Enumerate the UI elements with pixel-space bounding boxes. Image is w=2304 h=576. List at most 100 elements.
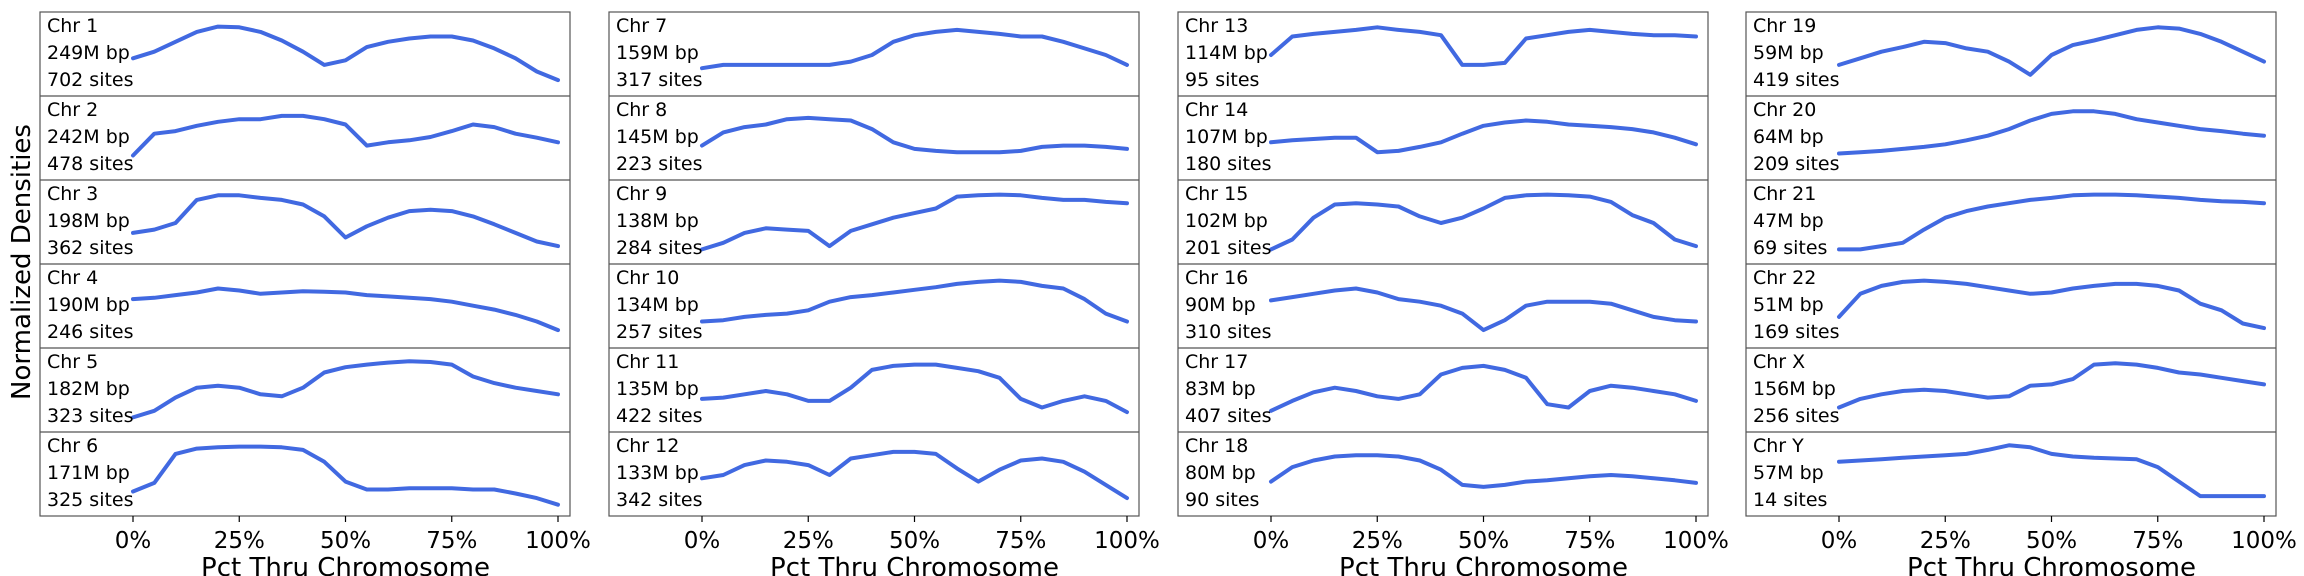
chromosome-name: Chr 9 [616,183,667,205]
site-count: 478 sites [47,153,134,175]
chromosome-name: Chr 8 [616,99,667,121]
density-curve [1269,192,1698,252]
site-count: 95 sites [1185,69,1259,91]
site-count: 69 sites [1753,237,1827,259]
density-curve [1269,118,1698,155]
chromosome-panel: Chr Y 57M bp 14 sites [1753,435,2266,511]
density-curve [1837,109,2266,156]
chromosome-size: 64M bp [1753,126,1824,148]
chromosome-panel: Chr 15 102M bp 201 sites [1185,183,1698,259]
site-count: 323 sites [47,405,134,427]
chromosome-size: 134M bp [616,294,699,316]
site-count: 209 sites [1753,153,1840,175]
chromosome-size: 83M bp [1185,378,1256,400]
x-tick-label: 25% [1352,528,1403,554]
chromosome-panel: Chr 4 190M bp 246 sites [47,267,560,343]
x-axis-label: Pct Thru Chromosome [1907,553,2196,576]
chromosome-size: 138M bp [616,210,699,232]
density-curve [131,286,560,333]
chromosome-size: 47M bp [1753,210,1824,232]
chromosome-name: Chr 21 [1753,183,1816,205]
chromosome-panel: Chr 20 64M bp 209 sites [1753,99,2266,175]
chromosome-size: 249M bp [47,42,130,64]
chromosome-panel: Chr 2 242M bp 478 sites [47,99,560,175]
x-axis-label: Pct Thru Chromosome [770,553,1059,576]
x-tick-label: 50% [889,528,940,554]
chromosome-name: Chr 12 [616,435,679,457]
chromosome-panel: Chr 11 135M bp 422 sites [616,351,1129,427]
chromosome-panel: Chr 1 249M bp 702 sites [47,15,560,91]
chromosome-size: 171M bp [47,462,130,484]
panel-column: 0% 25% 50% 75% 100% Pct Thru Chromosome Chr 1 2… [39,11,591,576]
density-curve [131,24,560,83]
x-tick-label: 50% [320,528,371,554]
site-count: 14 sites [1753,489,1827,511]
chromosome-panel: Chr 3 198M bp 362 sites [47,183,560,259]
density-curve [700,278,1129,324]
chromosome-name: Chr 13 [1185,15,1248,37]
chromosome-name: Chr 18 [1185,435,1248,457]
panel-column: 0% 25% 50% 75% 100% Pct Thru Chromosome Chr 19… [1745,11,2297,576]
density-curve [1837,278,2266,331]
chromosome-name: Chr 3 [47,183,98,205]
x-tick-label: 0% [1253,528,1290,554]
chromosome-name: Chr 20 [1753,99,1816,121]
chromosome-name: Chr 16 [1185,267,1248,289]
site-count: 180 sites [1185,153,1272,175]
density-curve [700,449,1129,501]
x-tick-label: 100% [1094,528,1160,554]
chromosome-name: Chr 7 [616,15,667,37]
chromosome-name: Chr X [1753,351,1805,373]
density-curve [700,362,1129,415]
chromosome-panel: Chr 7 159M bp 317 sites [616,15,1129,91]
chromosome-size: 90M bp [1185,294,1256,316]
chromosome-panel: Chr 21 47M bp 69 sites [1753,183,2266,259]
density-curve [131,444,560,507]
chromosome-name: Chr Y [1753,435,1804,457]
site-count: 256 sites [1753,405,1840,427]
x-tick-label: 100% [1663,528,1729,554]
chromosome-size: 133M bp [616,462,699,484]
x-tick-label: 0% [115,528,152,554]
density-curve [700,192,1129,252]
site-count: 317 sites [616,69,703,91]
chromosome-name: Chr 10 [616,267,679,289]
chromosome-name: Chr 11 [616,351,679,373]
chromosome-name: Chr 19 [1753,15,1816,37]
site-count: 419 sites [1753,69,1840,91]
density-curve [1837,25,2266,77]
chromosome-name: Chr 14 [1185,99,1248,121]
x-axis-label: Pct Thru Chromosome [201,553,490,576]
chromosome-panel: Chr 10 134M bp 257 sites [616,267,1129,343]
site-count: 422 sites [616,405,703,427]
density-curve [131,359,560,420]
x-tick-label: 0% [684,528,721,554]
chromosome-panel: Chr 17 83M bp 407 sites [1185,351,1698,427]
chromosome-size: 190M bp [47,294,130,316]
chromosome-size: 80M bp [1185,462,1256,484]
density-curve [1837,443,2266,499]
chromosome-panel: Chr 22 51M bp 169 sites [1753,267,2266,343]
density-curve [1837,192,2266,252]
site-count: 342 sites [616,489,703,511]
site-count: 407 sites [1185,405,1272,427]
x-tick-label: 75% [2132,528,2183,554]
density-curve [131,193,560,249]
density-curve [131,113,560,158]
chromosome-name: Chr 5 [47,351,98,373]
chromosome-panel: Chr 16 90M bp 310 sites [1185,267,1698,343]
chromosome-panel: Chr 12 133M bp 342 sites [616,435,1129,511]
density-curve [700,115,1129,155]
x-tick-label: 25% [783,528,834,554]
chromosome-size: 57M bp [1753,462,1824,484]
panel-frame [608,11,1140,517]
panel-column: 0% 25% 50% 75% 100% Pct Thru Chromosome Chr 7 1… [608,11,1160,576]
chromosome-size: 59M bp [1753,42,1824,64]
x-tick-label: 75% [995,528,1046,554]
x-tick-label: 25% [1920,528,1971,554]
chromosome-name: Chr 22 [1753,267,1816,289]
chromosome-panel: Chr 9 138M bp 284 sites [616,183,1129,259]
chromosome-panel: Chr 18 80M bp 90 sites [1185,435,1698,511]
chromosome-size: 145M bp [616,126,699,148]
